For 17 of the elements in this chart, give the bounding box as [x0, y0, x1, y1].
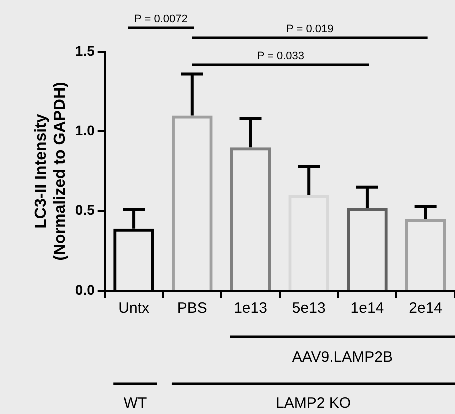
annotation: P = 0.033: [257, 50, 305, 63]
x-tick-label: 1e13: [234, 300, 268, 318]
x-tick-label: PBS: [177, 300, 208, 318]
x-tick-label: 2e14: [409, 300, 443, 318]
text: AAV9.LAMP2B: [292, 349, 393, 366]
y-tick-label: 1.5: [75, 42, 96, 59]
x-tick-label: 5e13: [292, 300, 326, 318]
y-tick-label: 0.0: [75, 282, 96, 298]
text: LAMP2 KO: [276, 395, 351, 412]
text: P = 0.019: [286, 24, 334, 36]
y-tick-label: 0.5: [75, 202, 96, 218]
x-tick-label: 1e14: [350, 300, 384, 318]
text: WT: [124, 395, 148, 412]
text: P = 0.0072: [134, 14, 188, 26]
y-axis-title: LC3-II Intensity (Normalized to GAPDH): [33, 82, 70, 261]
y-tick-label: 1.0: [75, 122, 96, 139]
x-tick-label: Untx: [118, 300, 150, 318]
